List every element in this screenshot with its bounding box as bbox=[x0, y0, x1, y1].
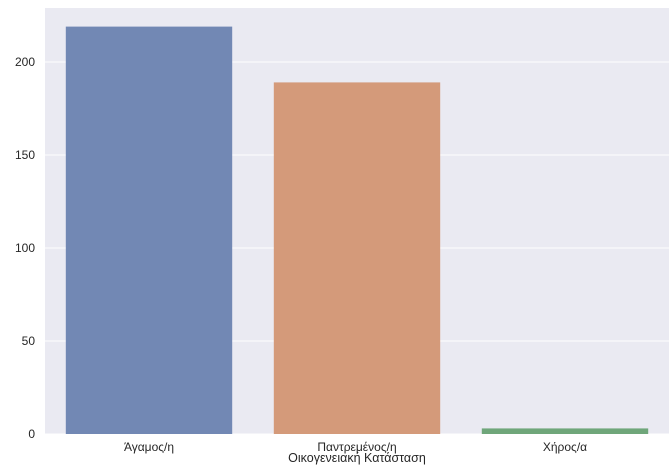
x-axis-label: Οικογενειακή Κατάσταση bbox=[288, 451, 426, 465]
bars bbox=[65, 26, 649, 435]
x-tick-label: Χήρος/α bbox=[543, 440, 587, 454]
bar-0 bbox=[65, 26, 233, 434]
y-tick-label: 0 bbox=[28, 427, 35, 441]
y-tick-label: 200 bbox=[15, 55, 35, 69]
bar-1 bbox=[273, 82, 441, 435]
bar-2 bbox=[481, 428, 649, 434]
y-tick-label: 50 bbox=[22, 334, 36, 348]
y-tick-label: 150 bbox=[15, 148, 35, 162]
x-tick-label: Άγαμος/η bbox=[124, 440, 174, 454]
y-axis-ticks: 0 50 100 150 200 bbox=[15, 55, 35, 441]
x-axis-ticks: Άγαμος/η Παντρεμένος/η Χήρος/α bbox=[124, 440, 587, 454]
x-tick-label: Παντρεμένος/η bbox=[317, 440, 396, 454]
y-tick-label: 100 bbox=[15, 241, 35, 255]
